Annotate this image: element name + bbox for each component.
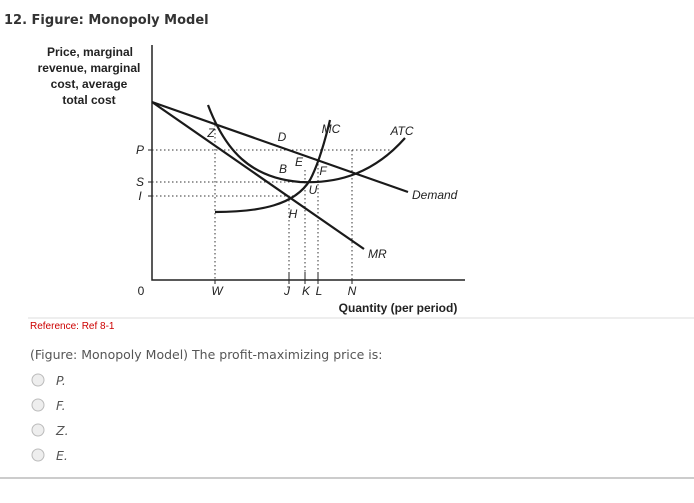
point-label: H [289,207,298,221]
axes [151,45,465,281]
curve-label: ATC [389,124,413,138]
guides [152,125,392,280]
option-label[interactable]: F. [56,398,66,413]
y-axis-label-line: Price, marginal [47,45,133,59]
y-tick-label: P [136,143,144,157]
radio[interactable] [31,423,45,437]
y-axis-label-line: total cost [62,93,115,107]
point-label: D [278,130,287,144]
demand-curve [151,100,409,194]
y-axis-label-line: revenue, marginal [38,61,141,75]
curve-label: MC [322,122,341,136]
radio[interactable] [31,373,45,387]
x-tick-label: K [302,284,311,298]
point-label: Z [206,126,215,140]
radio[interactable] [31,398,45,412]
point-label: E [295,155,304,169]
question: (Figure: Monopoly Model) The profit-maxi… [30,347,383,362]
option-label[interactable]: E. [56,448,68,463]
option-label[interactable]: Z. [55,423,69,438]
mr-curve [151,101,365,250]
x-tick-label: J [283,284,291,298]
origin-label: 0 [138,284,145,298]
options: P. F. Z. E. [31,373,69,463]
x-tick-label: L [316,284,323,298]
y-tick-label: I [138,189,142,203]
y-axis-label: Price, marginal revenue, marginal cost, … [38,45,141,107]
mc-curve [214,119,332,214]
reference: Reference: Ref 8-1 [30,321,115,332]
point-label: F [319,164,327,178]
ticks [148,149,353,284]
atc-curve [206,104,406,184]
point-label: B [279,162,287,176]
x-tick-label: N [348,284,357,298]
x-axis-label: Quantity (per period) [339,301,458,315]
curve-label: MR [368,247,387,261]
curve-label: Demand [412,188,458,202]
title: 12. Figure: Monopoly Model [4,13,209,28]
point-label: U [309,183,318,197]
radio[interactable] [31,448,45,462]
option-label[interactable]: P. [56,373,66,388]
y-axis-label-line: cost, average [51,77,128,91]
x-tick-label: W [211,284,224,298]
y-tick-label: S [136,175,144,189]
